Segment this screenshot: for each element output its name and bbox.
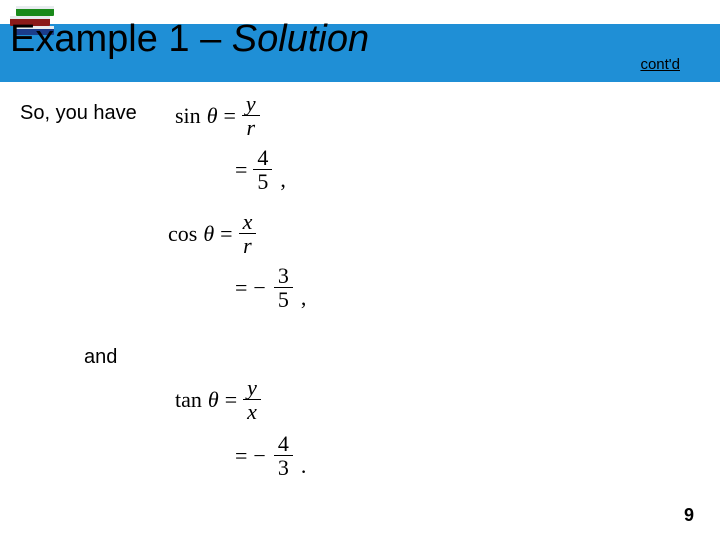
numerator-4: 4 [253,146,272,170]
and-text: and [84,346,117,369]
denominator-3: 3 [274,456,293,479]
comma: , [301,285,307,311]
lead-text: So, you have [20,102,137,125]
theta-symbol: θ [203,221,214,247]
equals-sign: = [235,157,247,183]
fraction-y-over-x: y x [243,376,261,423]
title-italic: Solution [232,18,369,60]
title-plain: Example 1 – [10,18,232,60]
equals-sign: = [225,387,237,413]
comma: , [280,167,286,193]
denominator-x: x [243,400,261,423]
denominator-r: r [242,116,260,139]
denominator-5: 5 [274,288,293,311]
fraction-4-over-3: 4 3 [274,432,293,479]
slide-title: Example 1 – Solution [10,18,369,61]
fraction-4-over-5: 4 5 [253,146,272,193]
theta-symbol: θ [207,103,218,129]
eq-tan-value: = − 4 3 . [235,432,306,479]
tan-label: tan [175,387,202,413]
numerator-y: y [243,376,261,400]
eq-sin-definition: sin θ = y r [175,92,260,139]
fraction-y-over-r: y r [242,92,260,139]
eq-cos-value: = − 3 5 , [235,264,306,311]
equals-sign: = [224,103,236,129]
eq-tan-definition: tan θ = y x [175,376,261,423]
fraction-x-over-r: x r [239,210,257,257]
theta-symbol: θ [208,387,219,413]
denominator-5: 5 [253,170,272,193]
numerator-x: x [239,210,257,234]
equals-sign: = [235,275,247,301]
minus-sign: − [253,275,265,301]
numerator-4: 4 [274,432,293,456]
minus-sign: − [253,443,265,469]
sin-label: sin [175,103,201,129]
slide: Example 1 – Solution cont'd So, you have… [0,0,720,540]
eq-sin-value: = 4 5 , [235,146,286,193]
eq-cos-definition: cos θ = x r [168,210,256,257]
denominator-r: r [239,234,257,257]
page-number: 9 [684,505,694,526]
cos-label: cos [168,221,197,247]
equals-sign: = [235,443,247,469]
period: . [301,453,307,479]
fraction-3-over-5: 3 5 [274,264,293,311]
numerator-3: 3 [274,264,293,288]
continued-label: cont'd [640,56,680,73]
numerator-y: y [242,92,260,116]
equals-sign: = [220,221,232,247]
